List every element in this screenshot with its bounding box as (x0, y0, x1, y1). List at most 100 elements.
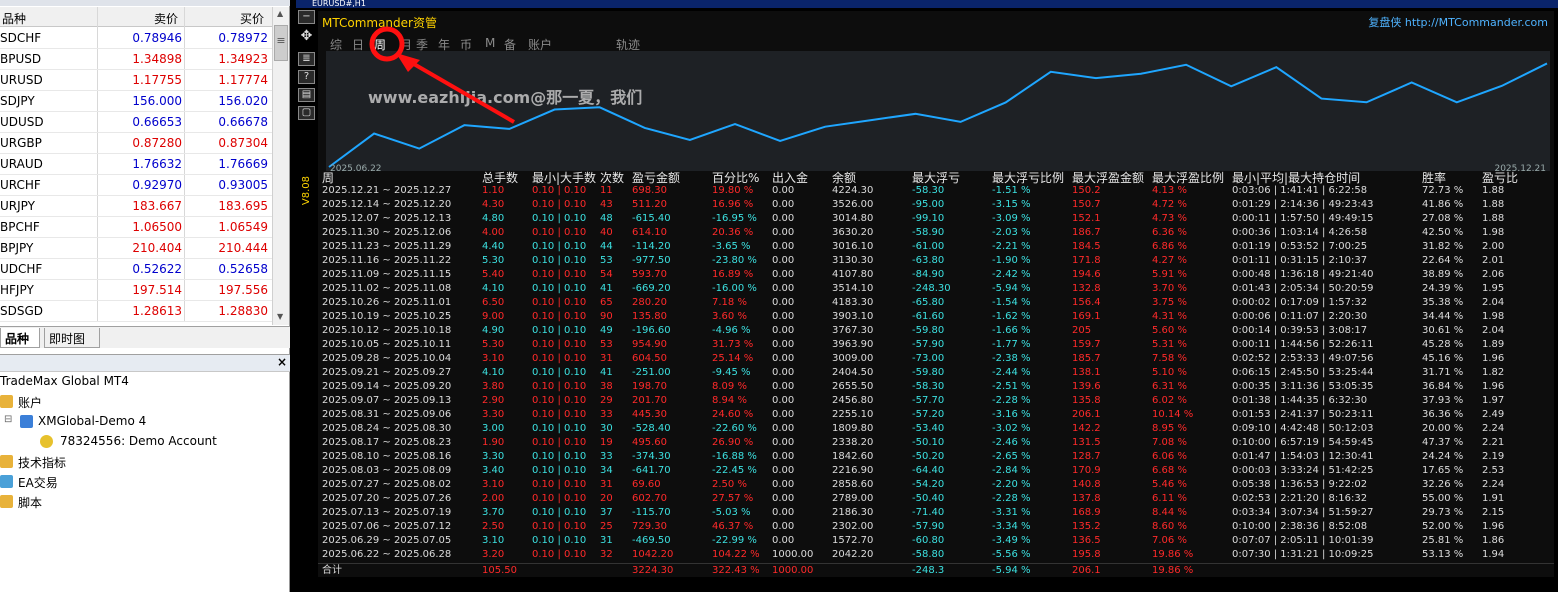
column-header: 余额 (832, 171, 857, 185)
table-cell: -58.30 (912, 381, 945, 392)
table-cell: -59.80 (912, 367, 945, 378)
symbol-name: SDCHF (0, 31, 42, 45)
period-tab[interactable]: 日 (352, 38, 365, 52)
table-cell: -16.88 % (712, 451, 757, 462)
table-cell: 2025.11.30 ~ 2025.12.06 (322, 227, 452, 238)
navigator-root[interactable]: TradeMax Global MT4 (0, 374, 129, 388)
market-watch-scrollbar[interactable]: ▲ ≡ ▼ (272, 7, 289, 325)
table-cell: -196.60 (632, 325, 671, 336)
bid-price: 0.87280 (132, 136, 182, 150)
period-tab[interactable]: 综 (330, 38, 343, 52)
market-watch-row[interactable]: BPJPY 210.404 210.444 (0, 238, 272, 259)
table-cell: 10.14 % (1152, 409, 1194, 420)
table-cell: 0.10 | 0.10 (532, 549, 587, 560)
bid-price: 1.17755 (132, 73, 182, 87)
total-row: 合计 105.50 3224.30 322.43 % 1000.00 -248.3 -5.9… (318, 563, 1554, 577)
table-cell: 131.5 (1072, 437, 1101, 448)
market-watch-row[interactable]: SDCHF 0.78946 0.78972 (0, 28, 272, 49)
table-cell: -528.40 (632, 423, 671, 434)
market-watch-row[interactable]: URCHF 0.92970 0.93005 (0, 175, 272, 196)
table-cell: 2302.00 (832, 521, 874, 532)
brand-link[interactable]: 复盘侠 http://MTCommander.com (1368, 16, 1548, 29)
table-cell: 2025.11.09 ~ 2025.11.15 (322, 269, 452, 280)
table-cell: -57.20 (912, 409, 945, 420)
scroll-down-icon[interactable]: ▼ (277, 312, 284, 321)
period-tab[interactable]: 币 (460, 38, 473, 52)
nav-experts[interactable]: EA交易 (18, 476, 58, 490)
period-tab[interactable]: 季 (416, 38, 429, 52)
table-cell: 0:00:35 | 3:11:36 | 53:05:35 (1232, 381, 1374, 392)
help-icon[interactable]: ? (298, 70, 315, 84)
col-symbol-header[interactable]: 品种 (2, 12, 27, 26)
table-cell: 44 (600, 241, 613, 252)
table-cell: 152.1 (1072, 213, 1101, 224)
period-tab[interactable]: 备 (504, 38, 517, 52)
tab-symbols[interactable]: 品种 (0, 328, 40, 348)
market-watch-row[interactable]: SDSGD 1.28613 1.28830 (0, 301, 272, 322)
table-cell: 0:01:29 | 2:14:36 | 49:23:43 (1232, 199, 1374, 210)
table-cell: 159.7 (1072, 339, 1101, 350)
market-watch-row[interactable]: UDUSD 0.66653 0.66678 (0, 112, 272, 133)
ask-price: 0.78972 (218, 31, 268, 45)
scroll-thumb[interactable]: ≡ (274, 25, 288, 61)
table-cell: 31.82 % (1422, 241, 1464, 252)
nav-account[interactable]: 78324556: Demo Account (60, 434, 217, 448)
market-watch-titlebar (0, 0, 290, 6)
window-icon[interactable]: ▢ (298, 106, 315, 120)
market-watch-row[interactable]: BPUSD 1.34898 1.34923 (0, 49, 272, 70)
scroll-up-icon[interactable]: ▲ (277, 9, 284, 18)
table-cell: 31 (600, 479, 613, 490)
table-cell: 139.6 (1072, 381, 1101, 392)
table-cell: 206.1 (1072, 409, 1101, 420)
table-cell: 0:07:30 | 1:31:21 | 10:09:25 (1232, 549, 1374, 560)
period-tab[interactable]: 账户 (528, 38, 553, 52)
minimize-icon[interactable]: − (298, 10, 315, 24)
table-cell: 169.1 (1072, 311, 1101, 322)
nav-indicators[interactable]: 技术指标 (18, 456, 67, 470)
table-cell: 3903.10 (832, 311, 874, 322)
table-cell: -58.80 (912, 549, 945, 560)
table-cell: 0.10 | 0.10 (532, 255, 587, 266)
table-cell: 2025.10.26 ~ 2025.11.01 (322, 297, 452, 308)
table-cell: 2.21 (1482, 437, 1505, 448)
col-bid-header[interactable]: 卖价 (154, 12, 179, 26)
table-cell: -50.40 (912, 493, 945, 504)
chart-window[interactable]: EURUSD#,H1 − ✥ ≣ ? ▤ ▢ V8.08 MTCommander… (296, 0, 1558, 592)
table-cell: -61.00 (912, 241, 945, 252)
table-cell: -2.21 % (992, 241, 1031, 252)
chart-icon[interactable]: ▤ (298, 88, 315, 102)
market-watch-row[interactable]: URUSD 1.17755 1.17774 (0, 70, 272, 91)
period-tab[interactable]: 轨迹 (616, 38, 641, 52)
table-cell: 3.20 (482, 549, 505, 560)
table-cell: 2.24 (1482, 423, 1505, 434)
period-tab[interactable]: 年 (438, 38, 451, 52)
nav-scripts[interactable]: 脚本 (18, 496, 43, 510)
market-watch-row[interactable]: URJPY 183.667 183.695 (0, 196, 272, 217)
market-watch-row[interactable]: UDCHF 0.52622 0.52658 (0, 259, 272, 280)
table-cell: 135.8 (1072, 395, 1101, 406)
market-watch-row[interactable]: SDJPY 156.000 156.020 (0, 91, 272, 112)
market-watch-row[interactable]: BPCHF 1.06500 1.06549 (0, 217, 272, 238)
table-cell: -60.80 (912, 535, 945, 546)
close-icon[interactable]: × (276, 355, 287, 369)
nav-server[interactable]: XMGlobal-Demo 4 (38, 414, 147, 428)
tab-tick-chart[interactable]: 即时图 (44, 328, 100, 348)
table-cell: -63.80 (912, 255, 945, 266)
market-watch-row[interactable]: HFJPY 197.514 197.556 (0, 280, 272, 301)
col-ask-header[interactable]: 买价 (240, 12, 265, 26)
table-cell: 4.72 % (1152, 199, 1187, 210)
market-watch-row[interactable]: URAUD 1.76632 1.76669 (0, 154, 272, 175)
table-cell: 3767.30 (832, 325, 874, 336)
period-tab[interactable]: M (485, 36, 496, 50)
nav-accounts[interactable]: 账户 (18, 396, 43, 410)
note-icon[interactable]: ≣ (298, 52, 315, 66)
table-cell: -469.50 (632, 535, 671, 546)
market-watch-row[interactable]: URGBP 0.87280 0.87304 (0, 133, 272, 154)
symbol-name: SDJPY (0, 94, 35, 108)
table-cell: 0.00 (772, 199, 795, 210)
move-icon[interactable]: ✥ (300, 28, 313, 44)
table-cell: 3526.00 (832, 199, 874, 210)
collapse-icon[interactable]: ⊟ (4, 414, 13, 425)
table-cell: 36.36 % (1422, 409, 1464, 420)
period-tab[interactable]: 周 (374, 38, 387, 52)
